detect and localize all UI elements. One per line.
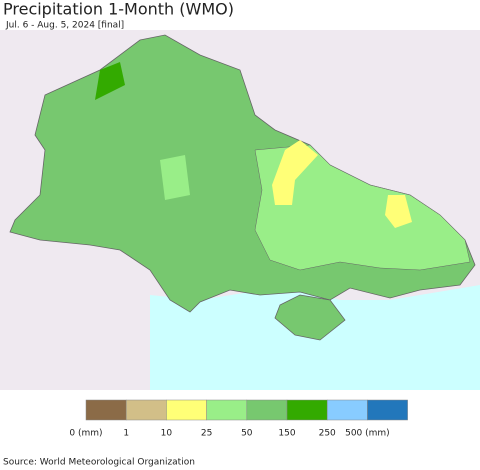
legend-swatch [286, 399, 328, 421]
legend-swatch [246, 399, 288, 421]
source: Source: World Meteorological Organizatio… [3, 458, 195, 468]
title: Precipitation 1-Month (WMO) [3, 0, 234, 19]
legend-swatch [206, 399, 248, 421]
region-center [160, 155, 190, 200]
legend: 0 (mm) 1 10 25 50 150 250 500 (mm) [69, 399, 408, 439]
legend-label: 25 [201, 429, 212, 439]
crimea [274, 294, 346, 341]
region-yellow-north [272, 140, 318, 205]
legend-label: 1 [123, 429, 129, 439]
legend-label: 150 [278, 429, 295, 439]
legend-label: 0 (mm) [69, 429, 102, 439]
legend-swatch [85, 399, 127, 421]
legend-label: 10 [161, 429, 173, 439]
legend-swatch [367, 399, 408, 421]
region-wet [95, 62, 125, 100]
legend-label: 500 (mm) [345, 429, 390, 439]
legend-swatch [125, 399, 167, 421]
legend-label: 250 [319, 429, 336, 439]
subtitle: Jul. 6 - Aug. 5, 2024 [final] [5, 21, 124, 31]
legend-swatch [166, 399, 207, 421]
region-yellow-east [385, 195, 412, 228]
legend-swatch [326, 399, 368, 421]
region-east [254, 144, 471, 271]
legend-label: 50 [241, 429, 253, 439]
